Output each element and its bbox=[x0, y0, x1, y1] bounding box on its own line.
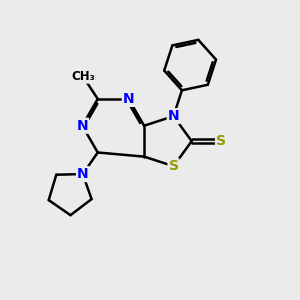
Text: S: S bbox=[169, 159, 178, 173]
Text: S: S bbox=[216, 134, 226, 148]
Text: N: N bbox=[123, 92, 134, 106]
Text: N: N bbox=[76, 119, 88, 133]
Text: N: N bbox=[168, 109, 179, 123]
Text: N: N bbox=[77, 167, 88, 181]
Text: CH₃: CH₃ bbox=[71, 70, 95, 83]
